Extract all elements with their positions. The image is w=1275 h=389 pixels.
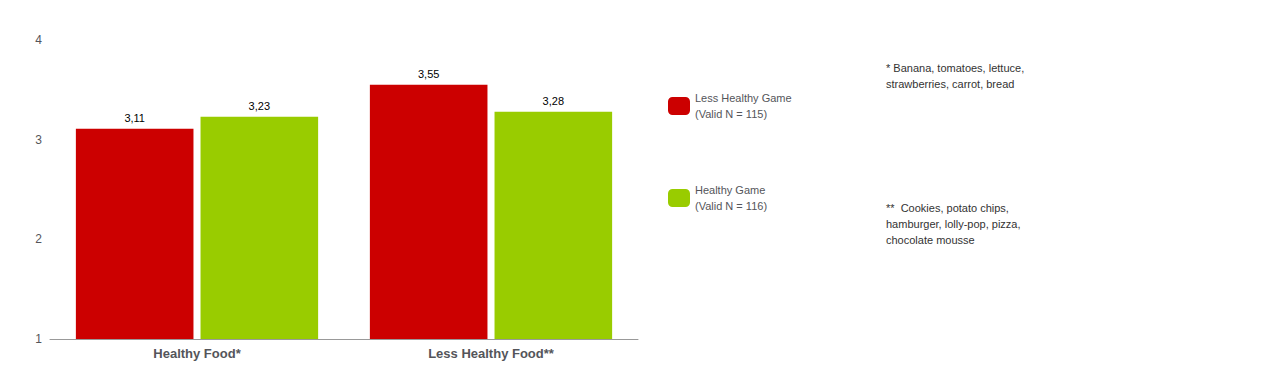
svg-text:4: 4 bbox=[35, 33, 42, 47]
svg-text:Healthy Game: Healthy Game bbox=[695, 184, 765, 196]
svg-text:3: 3 bbox=[35, 133, 42, 147]
svg-text:strawberries, carrot, bread: strawberries, carrot, bread bbox=[886, 78, 1014, 90]
svg-text:Less Healthy Food**: Less Healthy Food** bbox=[428, 346, 555, 361]
svg-text:2: 2 bbox=[35, 232, 42, 246]
svg-text:(Valid N = 115): (Valid N = 115) bbox=[695, 108, 767, 120]
svg-text:** Cookies, potato chips,: ** Cookies, potato chips, bbox=[886, 202, 1009, 214]
svg-text:* Banana, tomatoes, lettuce,: * Banana, tomatoes, lettuce, bbox=[886, 62, 1024, 74]
svg-text:3,23: 3,23 bbox=[249, 100, 270, 112]
svg-text:3,11: 3,11 bbox=[124, 112, 145, 124]
svg-text:3,28: 3,28 bbox=[543, 95, 564, 107]
svg-text:Healthy Food*: Healthy Food* bbox=[153, 346, 241, 361]
svg-text:Less Healthy Game: Less Healthy Game bbox=[695, 92, 792, 104]
svg-text:hamburger, lolly-pop, pizza,: hamburger, lolly-pop, pizza, bbox=[886, 218, 1021, 230]
svg-text:chocolate mousse: chocolate mousse bbox=[886, 234, 975, 246]
svg-text:(Valid N = 116): (Valid N = 116) bbox=[695, 200, 767, 212]
svg-text:3,55: 3,55 bbox=[418, 68, 439, 80]
svg-text:1: 1 bbox=[35, 332, 42, 346]
